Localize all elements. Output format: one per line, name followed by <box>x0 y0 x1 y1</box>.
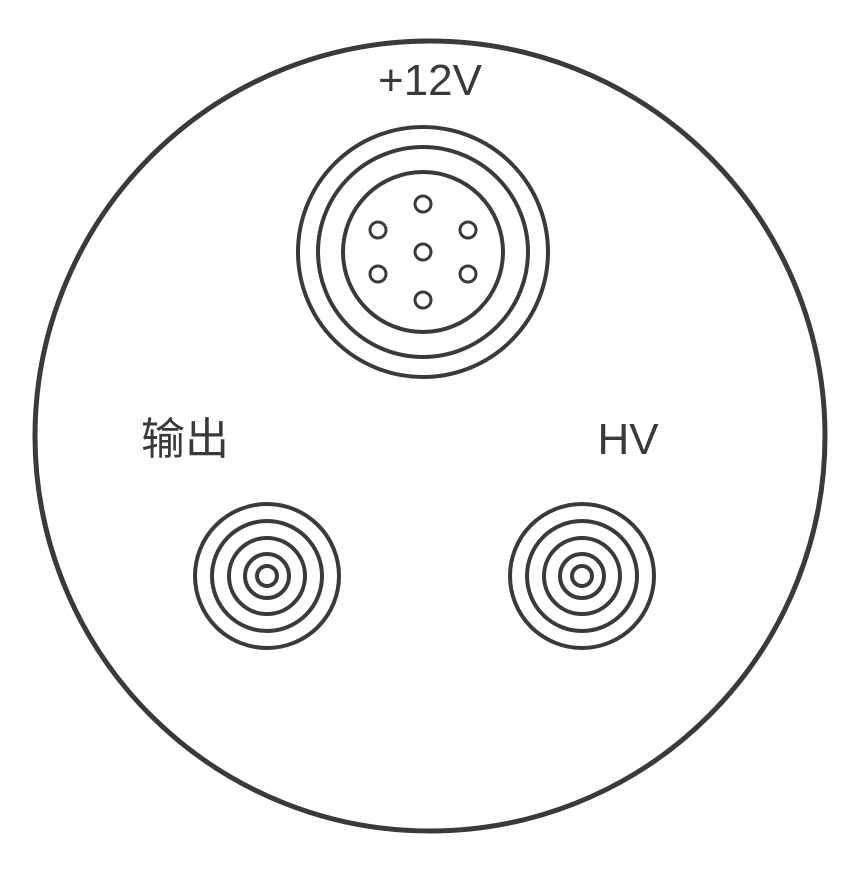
left-connector-output <box>195 504 339 648</box>
right-connector-hv-ring-3 <box>560 554 604 598</box>
label-top-12v: +12V <box>378 56 483 105</box>
top-connector-pin-4 <box>460 222 476 238</box>
left-connector-output-ring-0 <box>195 504 339 648</box>
top-connector-pin-0 <box>415 244 431 260</box>
top-connector-pin-3 <box>370 222 386 238</box>
left-connector-output-ring-2 <box>229 538 305 614</box>
top-connector-ring-0 <box>298 127 548 377</box>
right-connector-hv-ring-2 <box>544 538 620 614</box>
top-connector-pin-5 <box>370 266 386 282</box>
left-connector-output-ring-4 <box>257 566 277 586</box>
top-connector-pin-6 <box>460 266 476 282</box>
label-right-hv: HV <box>597 415 659 464</box>
right-connector-hv-ring-4 <box>572 566 592 586</box>
left-connector-output-ring-3 <box>245 554 289 598</box>
top-connector-12v <box>298 127 548 377</box>
top-connector-pin-1 <box>415 196 431 212</box>
top-connector-ring-1 <box>318 147 528 357</box>
connector-panel-diagram: +12V 输出 HV <box>0 0 861 872</box>
label-left-output: 输出 <box>141 415 229 464</box>
right-connector-hv-ring-0 <box>510 504 654 648</box>
right-connector-hv <box>510 504 654 648</box>
top-connector-pin-2 <box>415 292 431 308</box>
